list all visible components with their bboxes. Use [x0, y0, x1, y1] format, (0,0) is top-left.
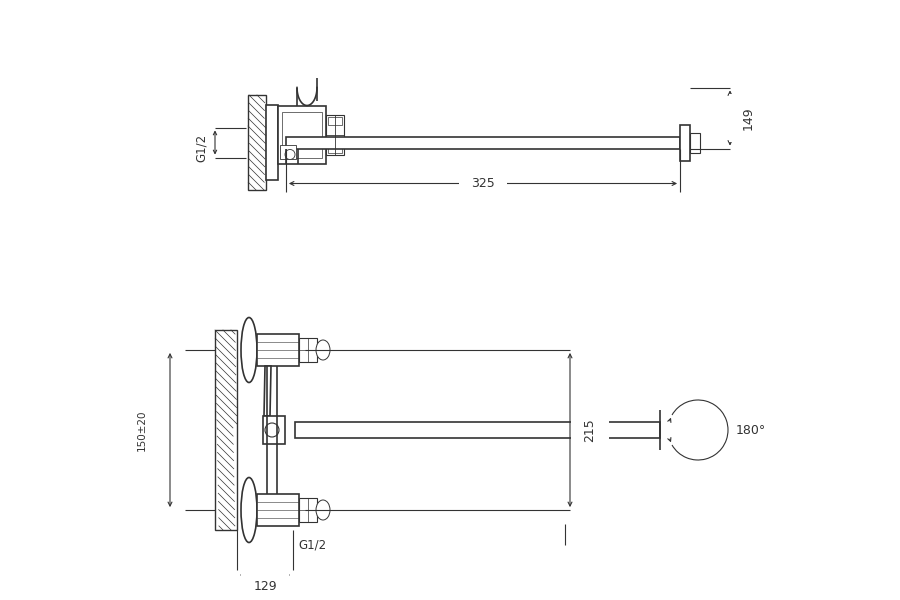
Text: 149: 149	[742, 106, 754, 130]
Ellipse shape	[265, 423, 279, 437]
Bar	[680, 124, 690, 160]
Bar	[266, 105, 278, 180]
Bar	[280, 145, 296, 158]
Bar	[263, 416, 285, 444]
Text: 180°: 180°	[736, 424, 766, 437]
Bar	[295, 422, 660, 438]
Text: 215: 215	[583, 418, 597, 442]
Bar	[248, 95, 266, 190]
Text: 129: 129	[253, 581, 277, 593]
Bar	[299, 498, 317, 522]
Bar	[257, 494, 299, 526]
Polygon shape	[264, 366, 271, 416]
Ellipse shape	[241, 478, 257, 542]
Text: 325: 325	[471, 177, 495, 190]
Ellipse shape	[316, 500, 330, 520]
Bar	[286, 136, 680, 148]
Bar	[299, 338, 317, 362]
Bar	[328, 116, 342, 124]
Bar	[257, 334, 299, 366]
Bar	[690, 133, 700, 152]
Bar	[263, 416, 273, 420]
Bar	[326, 115, 344, 154]
Ellipse shape	[285, 149, 295, 160]
Text: 150±20: 150±20	[137, 409, 147, 451]
Bar	[215, 330, 237, 530]
Ellipse shape	[316, 340, 330, 360]
Ellipse shape	[241, 317, 257, 383]
Bar	[328, 145, 342, 152]
Text: G1/2: G1/2	[298, 539, 326, 551]
Text: G1/2: G1/2	[194, 133, 208, 161]
Bar	[278, 106, 326, 163]
Bar	[282, 112, 322, 157]
